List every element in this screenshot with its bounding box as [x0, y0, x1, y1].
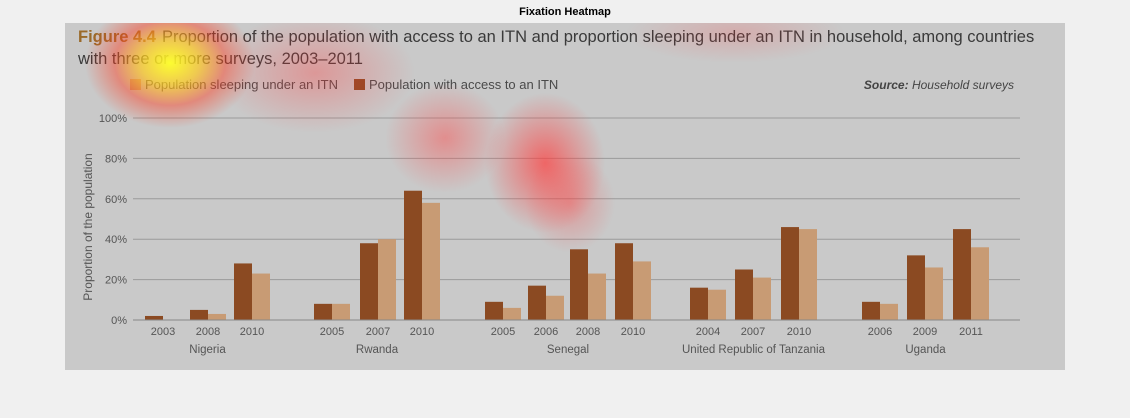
bar-sleeping	[753, 277, 771, 320]
bar-access	[953, 229, 971, 320]
x-tick-label: 2010	[621, 326, 645, 338]
bar-sleeping	[971, 247, 989, 320]
bar-sleeping	[422, 202, 440, 320]
x-tick-label: 2008	[196, 326, 220, 338]
bar-sleeping	[252, 273, 270, 320]
bar-access	[485, 301, 503, 320]
bar-access	[690, 287, 708, 320]
bar-access	[862, 301, 880, 320]
x-tick-label: 2009	[913, 326, 937, 338]
group-label: Senegal	[547, 344, 589, 356]
figure-panel: Figure 4.4 Proportion of the population w…	[65, 23, 1065, 370]
bar-access	[781, 227, 799, 320]
bar-sleeping	[208, 313, 226, 320]
group-label: United Republic of Tanzania	[682, 344, 826, 356]
bar-sleeping	[332, 303, 350, 320]
x-tick-label: 2005	[491, 326, 515, 338]
bar-sleeping	[588, 273, 606, 320]
bar-access	[190, 309, 208, 320]
group-label: Rwanda	[356, 344, 399, 356]
bar-access	[360, 243, 378, 320]
x-tick-label: 2003	[151, 326, 175, 338]
x-tick-label: 2010	[787, 326, 811, 338]
x-tick-label: 2006	[534, 326, 558, 338]
legend-item-access: Population with access to an ITN	[353, 77, 559, 92]
source-note: Source: Household surveys	[864, 78, 1014, 92]
bar-access	[735, 269, 753, 320]
y-tick-label: 80%	[105, 153, 127, 165]
window-title: Fixation Heatmap	[519, 6, 611, 18]
bar-access	[314, 303, 332, 320]
bar-chart: 0% 20% 40% 60% 80% 100% Proportion of the popu…	[81, 113, 1020, 356]
legend-label-access: Population with access to an ITN	[368, 77, 559, 92]
bar-sleeping	[925, 267, 943, 320]
bar-access	[570, 249, 588, 320]
bar-sleeping	[503, 307, 521, 320]
bar-access	[404, 190, 422, 320]
x-tick-label: 2008	[576, 326, 600, 338]
bar-sleeping	[799, 229, 817, 320]
y-tick-label: 40%	[105, 234, 127, 246]
bar-access	[615, 243, 633, 320]
bar-access	[234, 263, 252, 320]
y-tick-label: 100%	[99, 113, 127, 125]
x-tick-label: 2010	[410, 326, 434, 338]
bar-sleeping	[378, 239, 396, 320]
x-tick-label: 2004	[696, 326, 720, 338]
x-tick-label: 2011	[959, 326, 983, 338]
source-text: Household surveys	[911, 78, 1014, 92]
bar-sleeping	[546, 295, 564, 320]
y-axis-label: Proportion of the population	[81, 153, 95, 300]
y-tick-label: 60%	[105, 194, 127, 206]
bar-sleeping	[880, 303, 898, 320]
group-label: Nigeria	[189, 344, 226, 356]
group-label: Uganda	[905, 344, 946, 356]
bar-access	[907, 255, 925, 320]
source-label: Source:	[863, 78, 909, 92]
bar-sleeping	[708, 289, 726, 320]
x-tick-label: 2005	[320, 326, 344, 338]
x-tick-label: 2010	[240, 326, 264, 338]
y-tick-label: 0%	[111, 315, 127, 327]
x-tick-label: 2007	[741, 326, 765, 338]
y-tick-label: 20%	[105, 275, 127, 287]
x-tick-label: 2006	[868, 326, 892, 338]
legend-swatch-access	[353, 79, 365, 90]
bar-access	[145, 315, 163, 320]
bar-access	[528, 285, 546, 320]
x-tick-label: 2007	[366, 326, 390, 338]
bar-sleeping	[633, 261, 651, 320]
